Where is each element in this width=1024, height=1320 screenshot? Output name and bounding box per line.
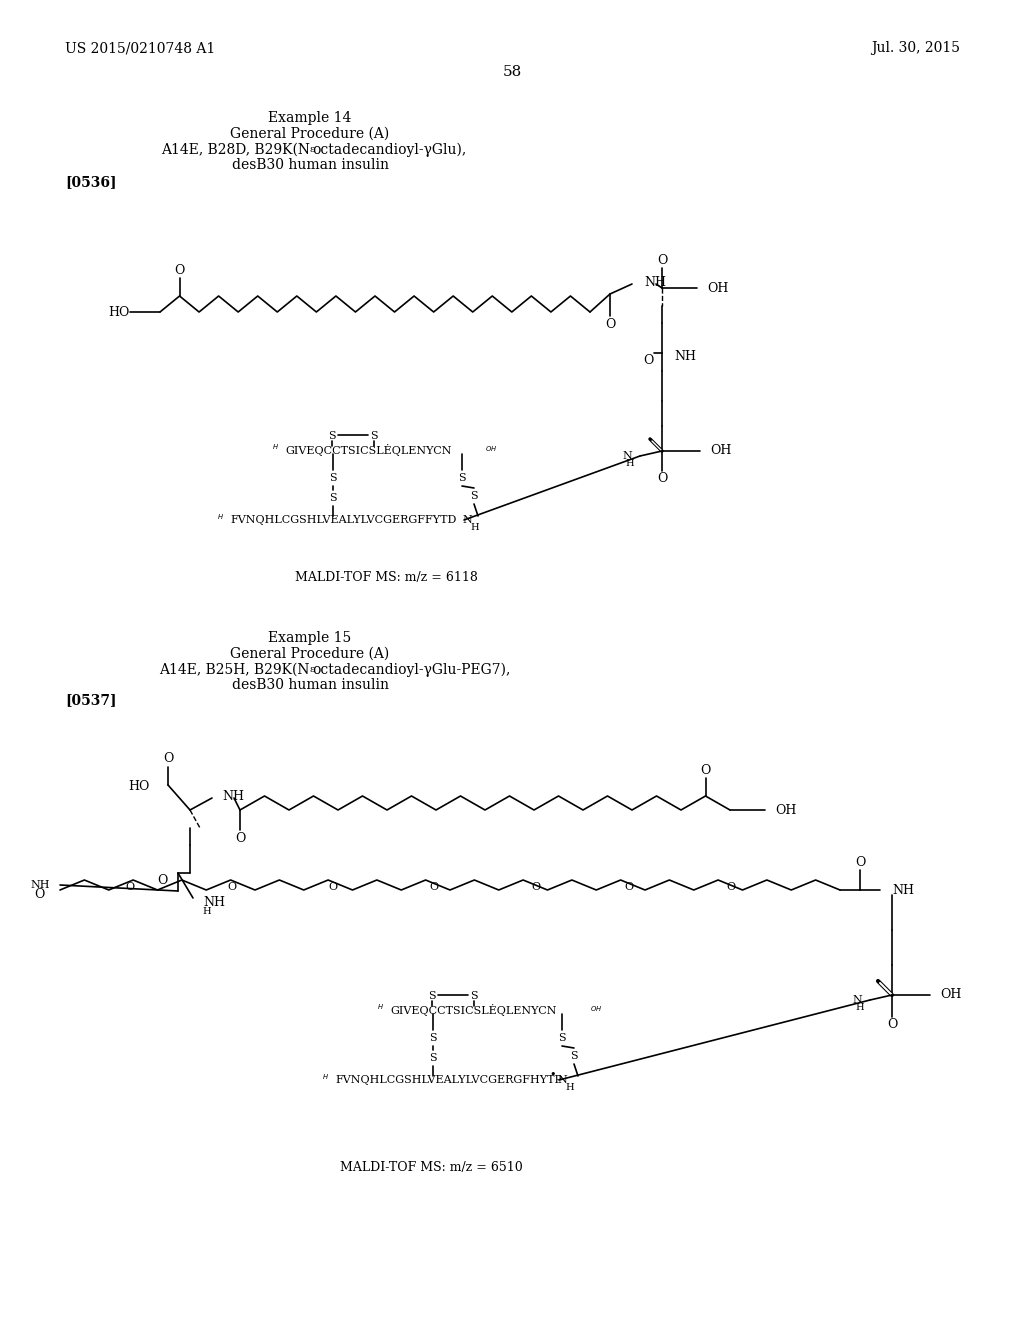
Text: GIVEQCCTSICSLĖQLENYCN: GIVEQCCTSICSLĖQLENYCN <box>285 444 452 455</box>
Text: O: O <box>656 473 668 486</box>
Text: O: O <box>430 882 439 892</box>
Text: O: O <box>158 874 168 887</box>
Text: ε: ε <box>310 665 315 675</box>
Text: $^{OH}$: $^{OH}$ <box>590 1007 602 1016</box>
Text: O: O <box>855 855 865 869</box>
Text: NH: NH <box>674 351 696 363</box>
Text: O: O <box>656 253 668 267</box>
Text: O: O <box>329 882 338 892</box>
Text: S: S <box>428 991 436 1001</box>
Text: H: H <box>565 1082 573 1092</box>
Text: 58: 58 <box>503 65 521 79</box>
Text: HO: HO <box>109 305 130 318</box>
Text: GIVEQCCTSICSLĖQLENYCN: GIVEQCCTSICSLĖQLENYCN <box>390 1005 556 1016</box>
Text: O: O <box>531 882 541 892</box>
Text: S: S <box>429 1034 437 1043</box>
Text: N: N <box>623 451 632 461</box>
Text: S: S <box>558 1034 566 1043</box>
Text: S: S <box>458 473 466 483</box>
Text: MALDI-TOF MS: m/z = 6510: MALDI-TOF MS: m/z = 6510 <box>340 1162 522 1175</box>
Text: NH: NH <box>31 880 50 890</box>
Text: General Procedure (A): General Procedure (A) <box>230 647 389 661</box>
Text: O: O <box>700 763 711 776</box>
Text: O: O <box>126 882 135 892</box>
Text: N: N <box>557 1074 566 1085</box>
Text: ε: ε <box>310 145 315 154</box>
Text: $^{H}$: $^{H}$ <box>377 1006 384 1015</box>
Text: NH: NH <box>203 896 225 909</box>
Text: O: O <box>35 888 45 902</box>
Text: NH: NH <box>644 276 666 289</box>
Text: S: S <box>429 1053 437 1063</box>
Text: HO: HO <box>129 780 150 793</box>
Text: N: N <box>462 515 472 525</box>
Text: S: S <box>570 1051 578 1061</box>
Text: O: O <box>887 1019 897 1031</box>
Text: O: O <box>605 318 615 330</box>
Text: Example 15: Example 15 <box>268 631 351 645</box>
Text: MALDI-TOF MS: m/z = 6118: MALDI-TOF MS: m/z = 6118 <box>295 572 478 585</box>
Text: Jul. 30, 2015: Jul. 30, 2015 <box>871 41 961 55</box>
Text: O: O <box>644 355 654 367</box>
Text: H: H <box>626 459 634 469</box>
Text: $^{OH}$: $^{OH}$ <box>485 447 498 455</box>
Text: octadecandioyl-γGlu-PEG7),: octadecandioyl-γGlu-PEG7), <box>312 663 510 677</box>
Text: O: O <box>174 264 184 276</box>
Text: Example 14: Example 14 <box>268 111 351 125</box>
Text: O: O <box>234 832 245 845</box>
Text: S: S <box>470 991 478 1001</box>
Text: OH: OH <box>775 804 797 817</box>
Text: NH: NH <box>892 883 914 896</box>
Text: N: N <box>852 995 862 1005</box>
Text: O: O <box>726 882 735 892</box>
Text: [0537]: [0537] <box>65 693 117 708</box>
Text: •: • <box>550 1071 556 1080</box>
Text: desB30 human insulin: desB30 human insulin <box>231 158 388 172</box>
Text: octadecandioyl-γGlu),: octadecandioyl-γGlu), <box>312 143 466 157</box>
Text: FVNQHLCGSHLVEALYLVCGERGFHYTP: FVNQHLCGSHLVEALYLVCGERGFHYTP <box>335 1074 562 1085</box>
Text: OH: OH <box>707 281 728 294</box>
Text: H: H <box>855 1003 864 1012</box>
Text: FVNQHLCGSHLVEALYLVCGERGFFYTD: FVNQHLCGSHLVEALYLVCGERGFFYTD <box>230 515 457 525</box>
Text: S: S <box>371 432 378 441</box>
Text: A14E, B28D, B29K(N: A14E, B28D, B29K(N <box>161 143 310 157</box>
Text: O: O <box>163 752 173 766</box>
Text: $^{H}$: $^{H}$ <box>217 516 224 524</box>
Text: General Procedure (A): General Procedure (A) <box>230 127 389 141</box>
Text: S: S <box>329 492 337 503</box>
Text: O: O <box>227 882 237 892</box>
Text: OH: OH <box>710 445 731 458</box>
Text: O: O <box>625 882 634 892</box>
Text: A14E, B25H, B29K(N: A14E, B25H, B29K(N <box>160 663 310 677</box>
Text: S: S <box>329 473 337 483</box>
Text: [0536]: [0536] <box>65 176 117 189</box>
Text: H: H <box>470 523 478 532</box>
Text: $^{H}$: $^{H}$ <box>272 446 279 454</box>
Text: H: H <box>202 908 211 916</box>
Text: OH: OH <box>940 989 962 1002</box>
Text: US 2015/0210748 A1: US 2015/0210748 A1 <box>65 41 215 55</box>
Text: $^{H}$: $^{H}$ <box>322 1076 329 1085</box>
Text: S: S <box>328 432 336 441</box>
Text: S: S <box>470 491 478 502</box>
Text: desB30 human insulin: desB30 human insulin <box>231 678 388 692</box>
Text: NH: NH <box>222 789 244 803</box>
